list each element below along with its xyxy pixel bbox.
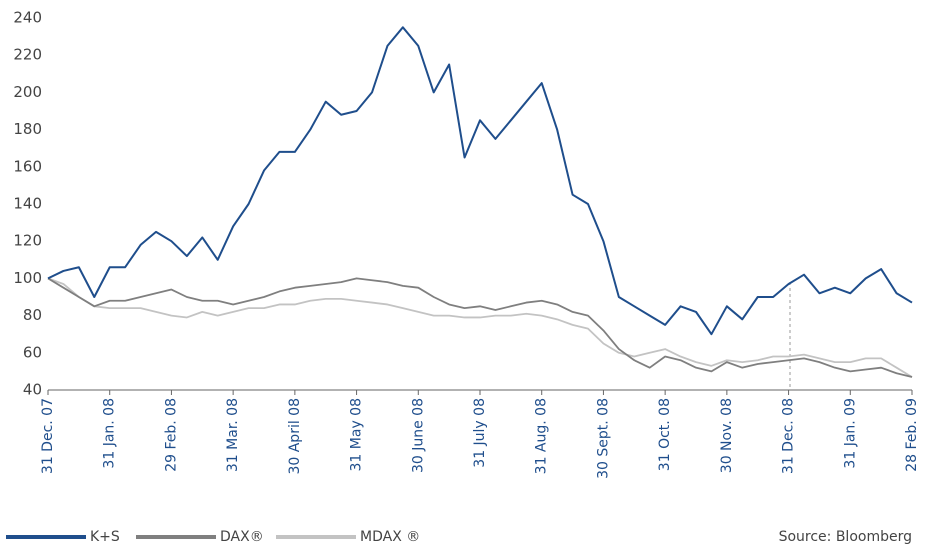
x-tick-label: 31 July 08 bbox=[472, 398, 488, 468]
y-tick-label: 200 bbox=[13, 83, 42, 101]
y-tick-label: 220 bbox=[13, 46, 42, 64]
x-tick-label: 28 Feb. 09 bbox=[904, 398, 920, 472]
y-tick-label: 160 bbox=[13, 157, 42, 175]
x-tick-label: 31 Jan. 09 bbox=[842, 398, 858, 469]
x-tick-label: 31 May 08 bbox=[349, 398, 365, 471]
y-tick-label: 60 bbox=[23, 343, 42, 361]
x-tick-label: 31 Mar. 08 bbox=[225, 398, 241, 472]
y-tick-label: 120 bbox=[13, 232, 42, 250]
x-tick-label: 31 Jan. 08 bbox=[102, 398, 118, 469]
x-tick-label: 31 Dec. 07 bbox=[40, 398, 56, 474]
y-tick-label: 80 bbox=[23, 306, 42, 324]
source-note: Source: Bloomberg bbox=[779, 529, 912, 545]
x-tick-label: 30 Sept. 08 bbox=[595, 398, 611, 479]
series-line bbox=[47, 277, 913, 378]
x-tick-label: 29 Feb. 08 bbox=[163, 398, 179, 472]
legend-label: DAX® bbox=[220, 529, 264, 545]
x-tick-label: 30 Nov. 08 bbox=[719, 398, 735, 473]
y-tick-label: 240 bbox=[13, 9, 42, 27]
x-tick-label: 30 April 08 bbox=[287, 398, 303, 475]
legend-label: MDAX ® bbox=[360, 529, 420, 545]
x-tick-label: 31 Dec. 08 bbox=[781, 398, 797, 474]
y-tick-label: 100 bbox=[13, 269, 42, 287]
y-tick-label: 180 bbox=[13, 120, 42, 138]
y-tick-label: 140 bbox=[13, 195, 42, 213]
legend-label: K+S bbox=[90, 529, 120, 545]
series-line bbox=[47, 26, 913, 336]
series-line bbox=[47, 277, 913, 378]
x-tick-label: 31 Oct. 08 bbox=[657, 398, 673, 471]
y-tick-label: 40 bbox=[23, 381, 42, 399]
x-tick-label: 31 Aug. 08 bbox=[534, 398, 550, 474]
x-tick-label: 30 June 08 bbox=[410, 398, 426, 473]
